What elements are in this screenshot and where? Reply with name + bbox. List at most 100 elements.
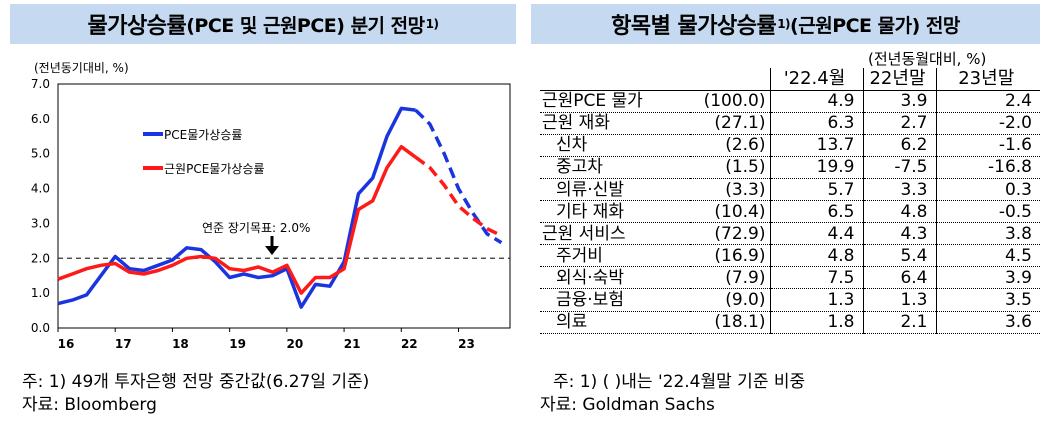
item-end23-cell: 2.4 (935, 89, 1040, 113)
item-weight-cell: (10.4) (690, 200, 770, 224)
item-weight-cell: (18.1) (690, 311, 770, 334)
item-weight-cell: (2.6) (690, 134, 770, 157)
right-panel-title: 항목별 물가상승률 1) (근원PCE 물가) 전망 (531, 4, 1040, 44)
item-end23-cell: 3.9 (935, 266, 1040, 290)
item-name-cell: 중고차 (540, 156, 690, 179)
inflation-line-chart: (전년동기대비, %) 0.0 1.0 2.0 3.0 4.0 5.0 6.0 7.0 16 17 1… (31, 61, 511, 351)
item-name-cell: 근원PCE 물가 (540, 89, 690, 113)
col-header-name (540, 68, 690, 91)
left-source: 자료: Bloomberg (22, 395, 157, 415)
y-tick-label: 4.0 (31, 182, 50, 196)
item-end23-cell: 3.8 (935, 222, 1040, 246)
item-weight-cell: (1.5) (690, 156, 770, 179)
left-panel-title: 물가상승률 (PCE 및 근원PCE) 분기 전망 1) (10, 4, 516, 44)
item-apr22-cell: 7.5 (769, 266, 863, 290)
x-tick-label: 16 (58, 337, 75, 351)
table-row: 금융·보험 (9.0) 1.3 1.3 3.5 (540, 288, 1040, 312)
item-name-cell: 의류·신발 (540, 178, 690, 202)
item-name-cell: 기타 재화 (540, 200, 690, 224)
x-tick-label: 17 (115, 337, 132, 351)
col-header-weight (690, 68, 770, 91)
right-source: 자료: Goldman Sachs (540, 395, 715, 415)
item-weight-cell: (7.9) (690, 266, 770, 290)
item-end23-cell: 4.5 (935, 244, 1040, 268)
item-name-cell: 금융·보험 (540, 288, 690, 312)
table-row: 중고차 (1.5) 19.9 -7.5 -16.8 (540, 156, 1040, 179)
series-actual-line (57, 144, 417, 295)
y-tick-label: 0.0 (31, 321, 50, 335)
col-header-end23: 23년말 (935, 68, 1040, 91)
item-apr22-cell: 1.8 (769, 311, 863, 334)
col-header-end22: 22년말 (862, 68, 936, 91)
item-end23-cell: 3.6 (935, 311, 1040, 334)
series-forecast-line (414, 155, 503, 238)
item-end22-cell: 3.3 (862, 178, 936, 202)
item-apr22-cell: 13.7 (769, 134, 863, 157)
table-unit-label: (전년동월대비, %) (868, 50, 987, 68)
item-name-cell: 주거비 (540, 244, 690, 268)
item-weight-cell: (3.3) (690, 178, 770, 202)
item-end23-cell: -1.6 (935, 134, 1040, 157)
x-tick-label: 20 (287, 337, 304, 351)
item-name-cell: 신차 (540, 134, 690, 157)
reference-line-label: 연준 장기목표: 2.0% (202, 221, 310, 235)
item-end22-cell: 3.9 (862, 89, 936, 113)
table-row: 주거비 (16.9) 4.8 5.4 4.5 (540, 244, 1040, 268)
item-weight-cell: (100.0) (690, 89, 770, 113)
table-row: 의류·신발 (3.3) 5.7 3.3 0.3 (540, 178, 1040, 202)
col-header-apr22: '22.4월 (769, 68, 863, 91)
item-end22-cell: 4.8 (862, 200, 936, 224)
item-end23-cell: -16.8 (935, 156, 1040, 179)
item-apr22-cell: 6.3 (769, 112, 863, 135)
left-title-main: 물가상승률 (87, 14, 187, 39)
item-inflation-table: '22.4월 22년말 23년말 근원PCE 물가 (100.0) 4.9 3.9 2.… (540, 68, 1040, 334)
table-row: 외식·숙박 (7.9) 7.5 6.4 3.9 (540, 266, 1040, 290)
item-weight-cell: (72.9) (690, 222, 770, 246)
legend-label: 근원PCE물가상승률 (164, 162, 264, 176)
legend-label: PCE물가상승률 (164, 128, 242, 142)
right-title-sup: 1) (777, 17, 791, 31)
item-weight-cell: (27.1) (690, 112, 770, 135)
item-name-cell: 의료 (540, 311, 690, 334)
table-header-row: '22.4월 22년말 23년말 (540, 68, 1040, 91)
plot-frame (57, 83, 511, 329)
item-name-cell: 근원 서비스 (540, 222, 690, 246)
table-row: 근원PCE 물가 (100.0) 4.9 3.9 2.4 (540, 89, 1040, 113)
y-tick-label: 1.0 (31, 286, 50, 300)
item-end23-cell: 0.3 (935, 178, 1040, 202)
x-tick-label: 19 (229, 337, 246, 351)
table-body: 근원PCE 물가 (100.0) 4.9 3.9 2.4 근원 재화 (27.1) 6.3 2.… (540, 89, 1040, 334)
x-tick-label: 22 (401, 337, 418, 351)
item-end22-cell: -7.5 (862, 156, 936, 179)
item-apr22-cell: 4.4 (769, 222, 863, 246)
y-tick-label: 3.0 (31, 216, 50, 230)
right-title-main: 항목별 물가상승률 (611, 14, 777, 39)
left-title-sup: 1) (425, 17, 439, 31)
x-tick-label: 18 (172, 337, 189, 351)
table-row: 근원 서비스 (72.9) 4.4 4.3 3.8 (540, 222, 1040, 246)
item-end22-cell: 4.3 (862, 222, 936, 246)
item-end23-cell: -2.0 (935, 112, 1040, 135)
item-apr22-cell: 19.9 (769, 156, 863, 179)
item-end22-cell: 1.3 (862, 288, 936, 312)
item-name-cell: 근원 재화 (540, 112, 690, 135)
item-apr22-cell: 4.8 (769, 244, 863, 268)
item-end22-cell: 2.7 (862, 112, 936, 135)
item-end22-cell: 5.4 (862, 244, 936, 268)
item-end22-cell: 2.1 (862, 311, 936, 334)
left-title-paren: (PCE 및 근원PCE) 분기 전망 (186, 14, 425, 37)
x-tick-label: 21 (344, 337, 361, 351)
y-tick-label: 2.0 (31, 251, 50, 265)
item-weight-cell: (16.9) (690, 244, 770, 268)
item-apr22-cell: 4.9 (769, 89, 863, 113)
reference-arrow-head (265, 246, 279, 255)
item-apr22-cell: 1.3 (769, 288, 863, 312)
series-actual-line (57, 106, 416, 309)
item-end23-cell: 3.5 (935, 288, 1040, 312)
table-row: 의료 (18.1) 1.8 2.1 3.6 (540, 311, 1040, 334)
item-end23-cell: -0.5 (935, 200, 1040, 224)
item-end22-cell: 6.4 (862, 266, 936, 290)
y-axis-label: (전년동기대비, %) (34, 61, 129, 75)
table-row: 근원 재화 (27.1) 6.3 2.7 -2.0 (540, 112, 1040, 135)
item-apr22-cell: 6.5 (769, 200, 863, 224)
